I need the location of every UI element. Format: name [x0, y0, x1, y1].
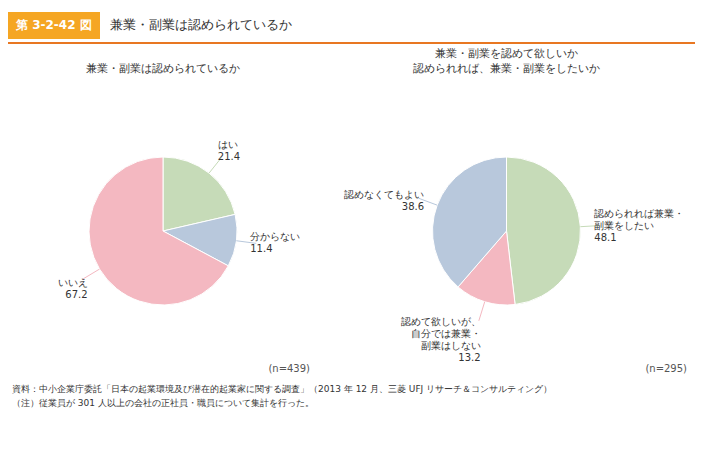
- html-text:兼業・副業を認めて欲しいか: 兼業・副業を認めて欲しいか: [435, 47, 578, 60]
- html-text:(n=295): (n=295): [645, 363, 687, 374]
- html-text:(n=439): (n=439): [268, 363, 310, 374]
- svg-text:認めなくてもよい38.6: 認めなくてもよい38.6: [344, 189, 424, 212]
- svg-text:認めて欲しいが、自分では兼業・副業はしない13.2: 認めて欲しいが、自分では兼業・副業はしない13.2: [401, 316, 481, 363]
- svg-text:分からない11.4: 分からない11.4: [250, 231, 300, 254]
- html-text:第 3-2-42 図: 第 3-2-42 図: [16, 17, 92, 32]
- svg-text:いいえ67.2: いいえ67.2: [58, 277, 88, 300]
- html-text:（注）従業員が 301 人以上の会社の正社員・職員について集: （注）従業員が 301 人以上の会社の正社員・職員について集計を行った。: [12, 398, 314, 408]
- html-text:資料：中小企業庁委託「日本の起業環境及び潜在的起業家に関する: 資料：中小企業庁委託「日本の起業環境及び潜在的起業家に関する調査」（2013 年…: [12, 384, 553, 394]
- svg-text:認められれば兼業・副業をしたい48.1: 認められれば兼業・副業をしたい48.1: [594, 208, 684, 243]
- svg-text:はい21.4: はい21.4: [218, 139, 240, 162]
- html-text:兼業・副業は認められているか: 兼業・副業は認められているか: [86, 62, 240, 75]
- html-text:兼業・副業は認められているか: 兼業・副業は認められているか: [109, 17, 292, 32]
- html-text:認められれば、兼業・副業をしたいか: 認められれば、兼業・副業をしたいか: [413, 62, 600, 75]
